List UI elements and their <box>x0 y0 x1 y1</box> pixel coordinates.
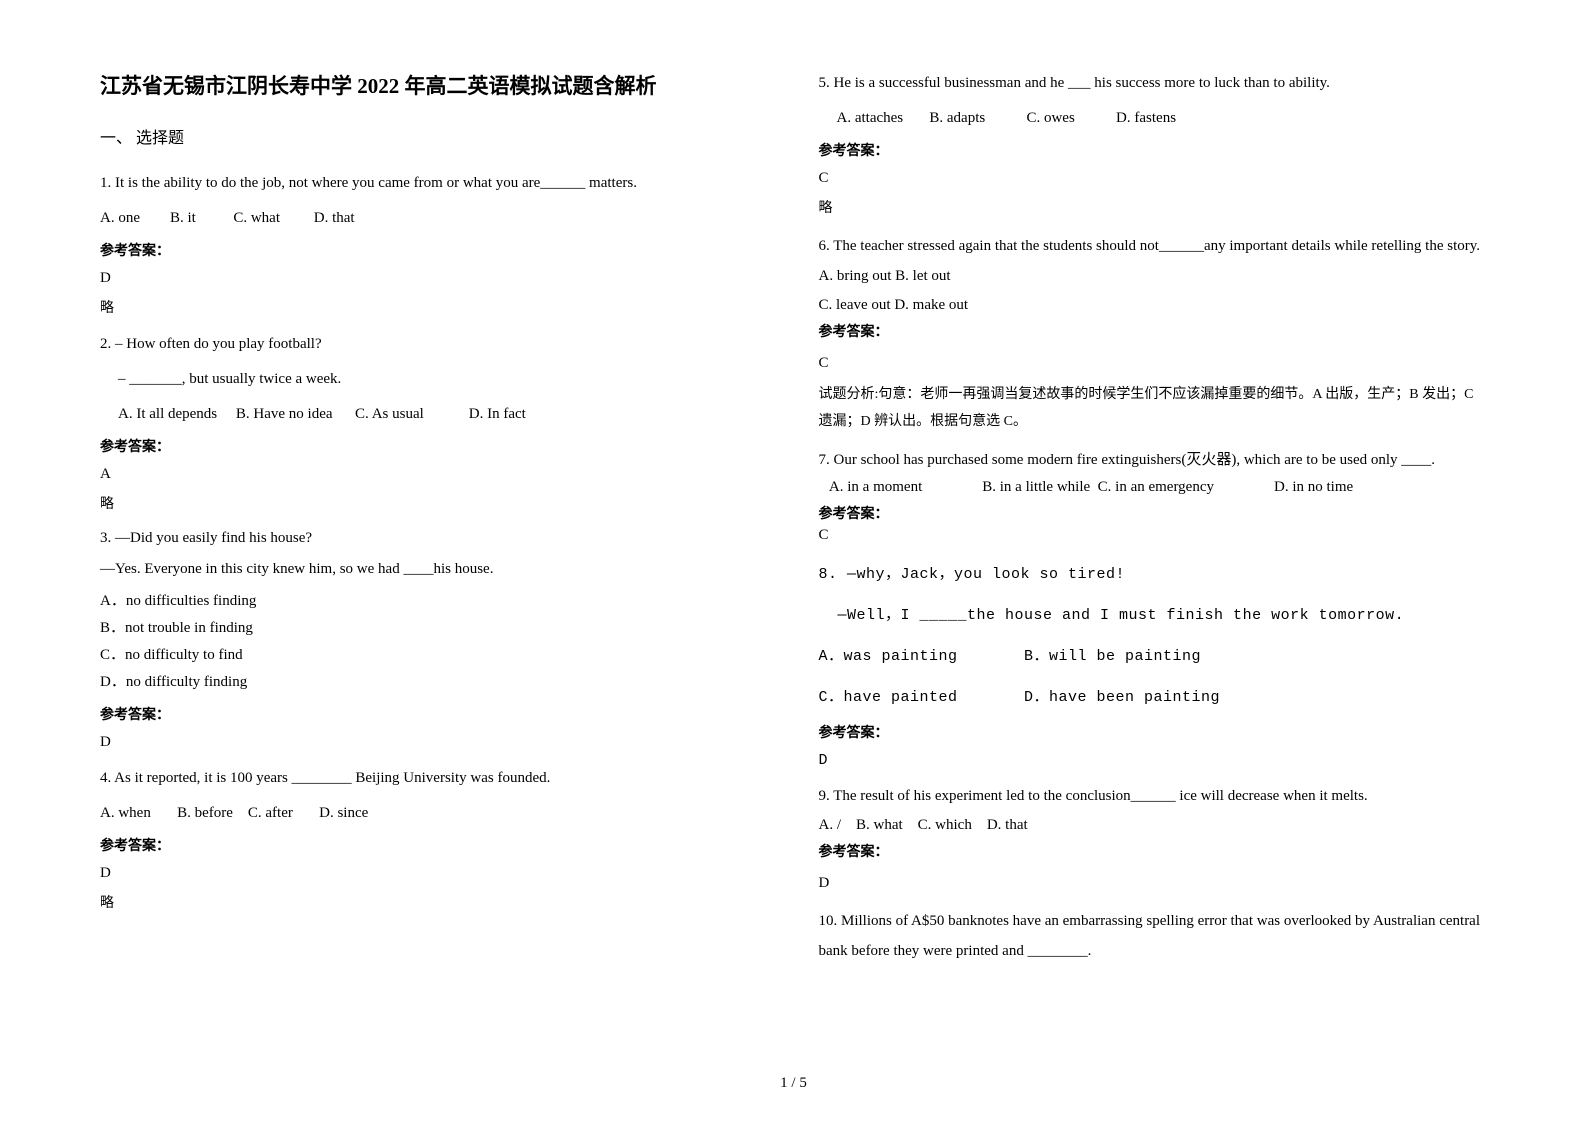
option-a: A．no difficulties finding <box>100 588 769 615</box>
question-text: 3. —Did you easily find his house? <box>100 527 769 550</box>
answer-value: A <box>100 466 769 483</box>
question-options: A. / B. what C. which D. that <box>819 812 1488 839</box>
explanation: 试题分析:句意：老师一再强调当复述故事的时候学生们不应该漏掉重要的细节。A 出版… <box>819 382 1488 435</box>
question-text: – _______, but usually twice a week. <box>100 366 769 393</box>
answer-value: C <box>819 527 1488 544</box>
answer-label: 参考答案： <box>819 841 1488 861</box>
answer-label: 参考答案： <box>100 835 769 855</box>
question-options: A. attaches B. adapts C. owes D. fastens <box>819 105 1488 132</box>
section-heading: 一、 选择题 <box>100 124 769 148</box>
answer-value: C <box>819 170 1488 187</box>
question-9: 9. The result of his experiment led to t… <box>819 783 1488 892</box>
option-c: C．no difficulty to find <box>100 642 769 669</box>
explanation: 略 <box>100 297 769 317</box>
option-d: D．no difficulty finding <box>100 669 769 696</box>
question-1: 1. It is the ability to do the job, not … <box>100 170 769 317</box>
question-options-line2: C. leave out D. make out <box>819 292 1488 319</box>
answer-label: 参考答案： <box>819 140 1488 160</box>
answer-value: C <box>819 355 1488 372</box>
question-5: 5. He is a successful businessman and he… <box>819 70 1488 217</box>
answer-value: D <box>819 752 1488 769</box>
question-6: 6. The teacher stressed again that the s… <box>819 231 1488 435</box>
answer-label: 参考答案： <box>100 436 769 456</box>
question-options-line1: A．was painting B．will be painting <box>819 640 1488 673</box>
question-options: A．no difficulties finding B．not trouble … <box>100 588 769 696</box>
answer-value: D <box>100 270 769 287</box>
question-text: —Yes. Everyone in this city knew him, so… <box>100 558 769 581</box>
question-options: A. It all depends B. Have no idea C. As … <box>100 401 769 428</box>
page-container: 江苏省无锡市江阴长寿中学 2022 年高二英语模拟试题含解析 一、 选择题 1.… <box>100 70 1487 1040</box>
question-text: 10. Millions of A$50 banknotes have an e… <box>819 906 1488 966</box>
document-title: 江苏省无锡市江阴长寿中学 2022 年高二英语模拟试题含解析 <box>100 70 769 100</box>
question-text: 6. The teacher stressed again that the s… <box>819 231 1488 261</box>
question-options: A. in a moment B. in a little while C. i… <box>819 474 1488 501</box>
question-text: 9. The result of his experiment led to t… <box>819 783 1488 810</box>
option-b: B．not trouble in finding <box>100 615 769 642</box>
question-text: 2. – How often do you play football? <box>100 331 769 358</box>
question-text: 7. Our school has purchased some modern … <box>819 449 1488 472</box>
answer-label: 参考答案： <box>100 240 769 260</box>
explanation: 略 <box>100 493 769 513</box>
answer-label: 参考答案： <box>819 503 1488 523</box>
question-10: 10. Millions of A$50 banknotes have an e… <box>819 906 1488 966</box>
question-8: 8. —why，Jack，you look so tired! —Well，I … <box>819 558 1488 769</box>
right-column: 5. He is a successful businessman and he… <box>819 70 1488 1040</box>
question-text: 4. As it reported, it is 100 years _____… <box>100 765 769 792</box>
question-text: 8. —why，Jack，you look so tired! <box>819 558 1488 591</box>
explanation: 略 <box>100 892 769 912</box>
answer-label: 参考答案： <box>819 722 1488 742</box>
answer-value: D <box>100 865 769 882</box>
question-4: 4. As it reported, it is 100 years _____… <box>100 765 769 912</box>
question-text: 5. He is a successful businessman and he… <box>819 70 1488 97</box>
answer-value: D <box>100 734 769 751</box>
explanation: 略 <box>819 197 1488 217</box>
question-options: A. when B. before C. after D. since <box>100 800 769 827</box>
question-7: 7. Our school has purchased some modern … <box>819 449 1488 544</box>
left-column: 江苏省无锡市江阴长寿中学 2022 年高二英语模拟试题含解析 一、 选择题 1.… <box>100 70 769 1040</box>
question-2: 2. – How often do you play football? – _… <box>100 331 769 513</box>
question-options-line1: A. bring out B. let out <box>819 263 1488 290</box>
page-number: 1 / 5 <box>780 1075 807 1092</box>
answer-value: D <box>819 875 1488 892</box>
answer-label: 参考答案： <box>819 321 1488 341</box>
question-3: 3. —Did you easily find his house? —Yes.… <box>100 527 769 751</box>
question-options: A. one B. it C. what D. that <box>100 205 769 232</box>
question-text: 1. It is the ability to do the job, not … <box>100 170 769 197</box>
answer-label: 参考答案： <box>100 704 769 724</box>
question-options-line2: C．have painted D．have been painting <box>819 681 1488 714</box>
question-text: —Well，I _____the house and I must finish… <box>819 599 1488 632</box>
